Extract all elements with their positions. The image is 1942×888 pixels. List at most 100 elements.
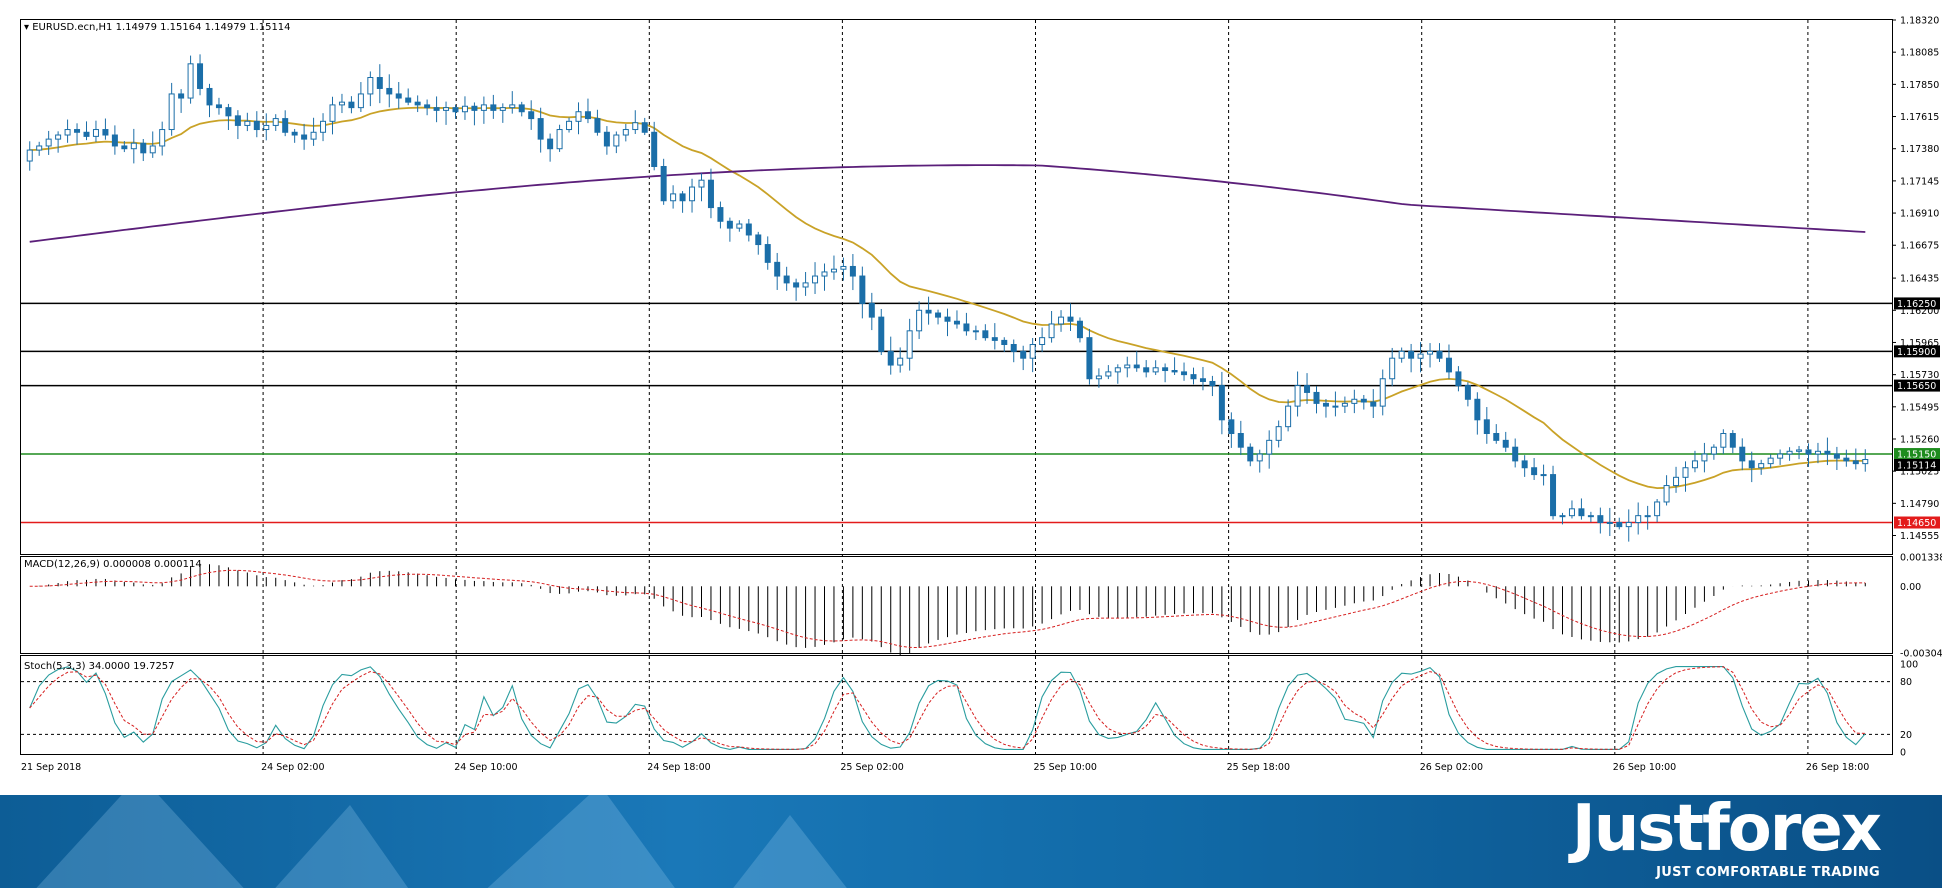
candle-body[interactable] (1673, 476, 1680, 487)
candle-body[interactable] (55, 134, 62, 140)
candle-body[interactable] (1247, 446, 1254, 462)
candle-body[interactable] (1843, 457, 1850, 462)
candle-body[interactable] (745, 223, 752, 236)
candle-body[interactable] (1748, 460, 1755, 469)
candle-body[interactable] (755, 234, 762, 246)
candle-body[interactable] (64, 129, 71, 136)
candle-body[interactable] (1445, 357, 1452, 373)
candle-body[interactable] (1616, 522, 1623, 528)
candle-body[interactable] (1654, 501, 1661, 517)
candle-body[interactable] (821, 271, 828, 277)
candle-body[interactable] (1162, 367, 1169, 372)
candle-body[interactable] (187, 63, 194, 99)
candle-body[interactable] (1758, 463, 1765, 469)
candle-body[interactable] (1455, 371, 1462, 387)
candle-body[interactable] (301, 134, 308, 140)
candle-body[interactable] (849, 265, 856, 277)
candle-body[interactable] (1720, 433, 1727, 448)
candle-body[interactable] (840, 265, 847, 270)
candle-body[interactable] (509, 104, 516, 109)
candle-body[interactable] (1181, 371, 1188, 376)
candle-body[interactable] (1606, 522, 1613, 525)
candle-body[interactable] (1493, 433, 1500, 441)
candle-body[interactable] (1332, 405, 1339, 408)
candle-body[interactable] (972, 330, 979, 333)
candle-body[interactable] (859, 275, 866, 304)
candle-body[interactable] (1341, 402, 1348, 407)
candle-body[interactable] (906, 330, 913, 359)
candle-body[interactable] (528, 111, 535, 120)
candle-body[interactable] (679, 193, 686, 202)
candle-body[interactable] (802, 282, 809, 288)
candle-body[interactable] (1001, 339, 1008, 346)
candle-body[interactable] (916, 309, 923, 332)
candle-body[interactable] (1464, 385, 1471, 400)
candle-body[interactable] (1483, 419, 1490, 435)
candle-body[interactable] (1190, 374, 1197, 380)
candle-body[interactable] (944, 316, 951, 322)
candle-body[interactable] (1389, 357, 1396, 380)
candle-body[interactable] (1767, 457, 1774, 465)
candle-body[interactable] (1521, 460, 1528, 469)
candle-body[interactable] (329, 104, 336, 122)
candle-body[interactable] (812, 275, 819, 284)
candle-body[interactable] (45, 138, 52, 147)
candle-body[interactable] (830, 268, 837, 273)
candle-body[interactable] (1228, 419, 1235, 435)
candle-body[interactable] (1408, 350, 1415, 359)
candle-body[interactable] (935, 312, 942, 318)
candle-body[interactable] (452, 107, 459, 113)
candle-body[interactable] (234, 115, 241, 126)
candle-body[interactable] (1266, 439, 1273, 455)
candle-body[interactable] (1209, 380, 1216, 387)
candle-body[interactable] (1436, 350, 1443, 359)
candle-body[interactable] (1370, 401, 1377, 407)
candle-body[interactable] (461, 105, 468, 113)
candle-body[interactable] (1114, 367, 1121, 373)
candle-body[interactable] (92, 129, 99, 137)
candle-body[interactable] (376, 77, 383, 89)
candle-body[interactable] (121, 145, 128, 150)
candle-body[interactable] (1313, 391, 1320, 404)
candle-body[interactable] (499, 107, 506, 111)
candle-body[interactable] (603, 131, 610, 147)
candle-body[interactable] (1294, 385, 1301, 407)
candle-body[interactable] (1237, 433, 1244, 448)
candle-body[interactable] (1133, 364, 1140, 369)
candle-body[interactable] (1691, 460, 1698, 469)
chart-canvas[interactable]: 1.16250 1.15900 1.15650 1.15150 1.14650 1.151… (0, 0, 1942, 795)
candle-body[interactable] (1351, 398, 1358, 404)
candle-body[interactable] (1578, 508, 1585, 517)
candle-body[interactable] (1644, 515, 1651, 518)
candle-body[interactable] (1152, 367, 1159, 373)
candle-body[interactable] (338, 101, 345, 106)
candle-body[interactable] (159, 129, 166, 147)
candle-body[interactable] (178, 93, 185, 99)
candle-body[interactable] (575, 111, 582, 122)
candle-body[interactable] (963, 323, 970, 332)
candle-body[interactable] (1682, 467, 1689, 478)
candle-body[interactable] (367, 77, 374, 95)
candle-body[interactable] (1304, 385, 1311, 393)
candle-body[interactable] (282, 118, 289, 133)
candle-body[interactable] (244, 120, 251, 126)
candle-body[interactable] (774, 261, 781, 277)
candle-body[interactable] (698, 179, 705, 188)
candle-body[interactable] (291, 131, 298, 136)
candle-body[interactable] (1701, 453, 1708, 462)
candle-body[interactable] (1739, 446, 1746, 462)
candle-body[interactable] (1587, 515, 1594, 518)
candle-body[interactable] (1512, 446, 1519, 462)
candle-body[interactable] (320, 120, 327, 133)
candle-body[interactable] (1039, 337, 1046, 346)
candle-body[interactable] (1379, 378, 1386, 407)
candle-body[interactable] (1474, 398, 1481, 421)
candle-body[interactable] (868, 302, 875, 318)
candle-body[interactable] (1095, 375, 1102, 380)
candle-body[interactable] (1663, 485, 1670, 503)
candle-body[interactable] (1427, 350, 1434, 355)
candle-body[interactable] (1777, 453, 1784, 459)
candle-body[interactable] (925, 309, 932, 314)
candle-body[interactable] (1048, 323, 1055, 339)
candle-body[interactable] (1833, 453, 1840, 459)
